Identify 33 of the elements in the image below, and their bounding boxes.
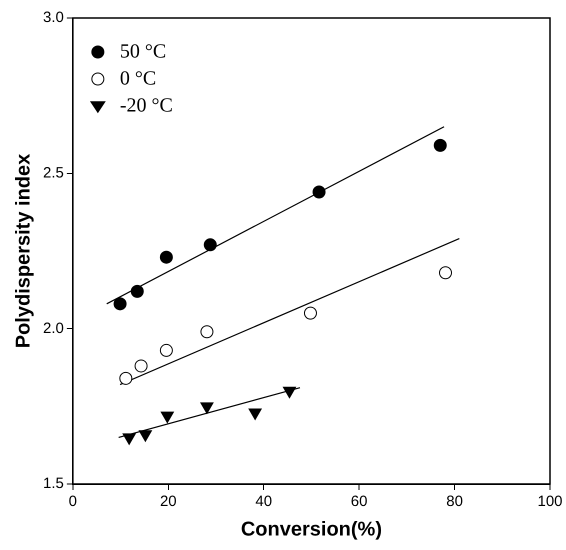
y-tick-label: 2.0 (42, 320, 64, 337)
x-tick-label: 0 (68, 493, 78, 510)
point (304, 306, 317, 320)
point (204, 238, 217, 252)
point (439, 266, 452, 280)
point (200, 325, 214, 338)
point (434, 138, 447, 152)
x-tick-label: 60 (350, 493, 368, 510)
point (122, 433, 136, 445)
point (248, 408, 262, 420)
point (130, 284, 144, 298)
point (160, 250, 173, 264)
y-tick-label: 1.5 (42, 475, 64, 492)
point (200, 402, 214, 414)
point (114, 297, 127, 310)
point (119, 372, 132, 385)
x-tick-label: 100 (537, 493, 563, 510)
x-tick-label: 40 (255, 493, 272, 510)
y-tick-label: 2.5 (42, 164, 64, 182)
point (282, 386, 296, 398)
x-axis-title: Conversion(%) (240, 518, 382, 541)
point (138, 430, 152, 442)
x-tick-label: 80 (446, 493, 463, 510)
point (312, 185, 326, 198)
x-tick-label: 20 (160, 493, 177, 510)
y-axis-title: Polydispersity index (12, 154, 35, 348)
y-tick-label: 3.0 (42, 9, 64, 26)
legend-label: -20 °C (120, 94, 173, 116)
legend-label: 50 °C (120, 40, 166, 62)
legend-label: 0 °C (120, 67, 156, 90)
point (160, 344, 173, 357)
point (134, 359, 148, 372)
point (160, 412, 174, 424)
